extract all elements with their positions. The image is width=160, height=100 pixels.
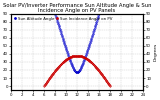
Y-axis label: Degrees: Degrees — [153, 43, 157, 61]
Title: Solar PV/Inverter Performance Sun Altitude Angle & Sun Incidence Angle on PV Pan: Solar PV/Inverter Performance Sun Altitu… — [3, 3, 151, 13]
Legend: Sun Altitude Angle, Sun Incidence Angle on PV: Sun Altitude Angle, Sun Incidence Angle … — [13, 16, 113, 21]
